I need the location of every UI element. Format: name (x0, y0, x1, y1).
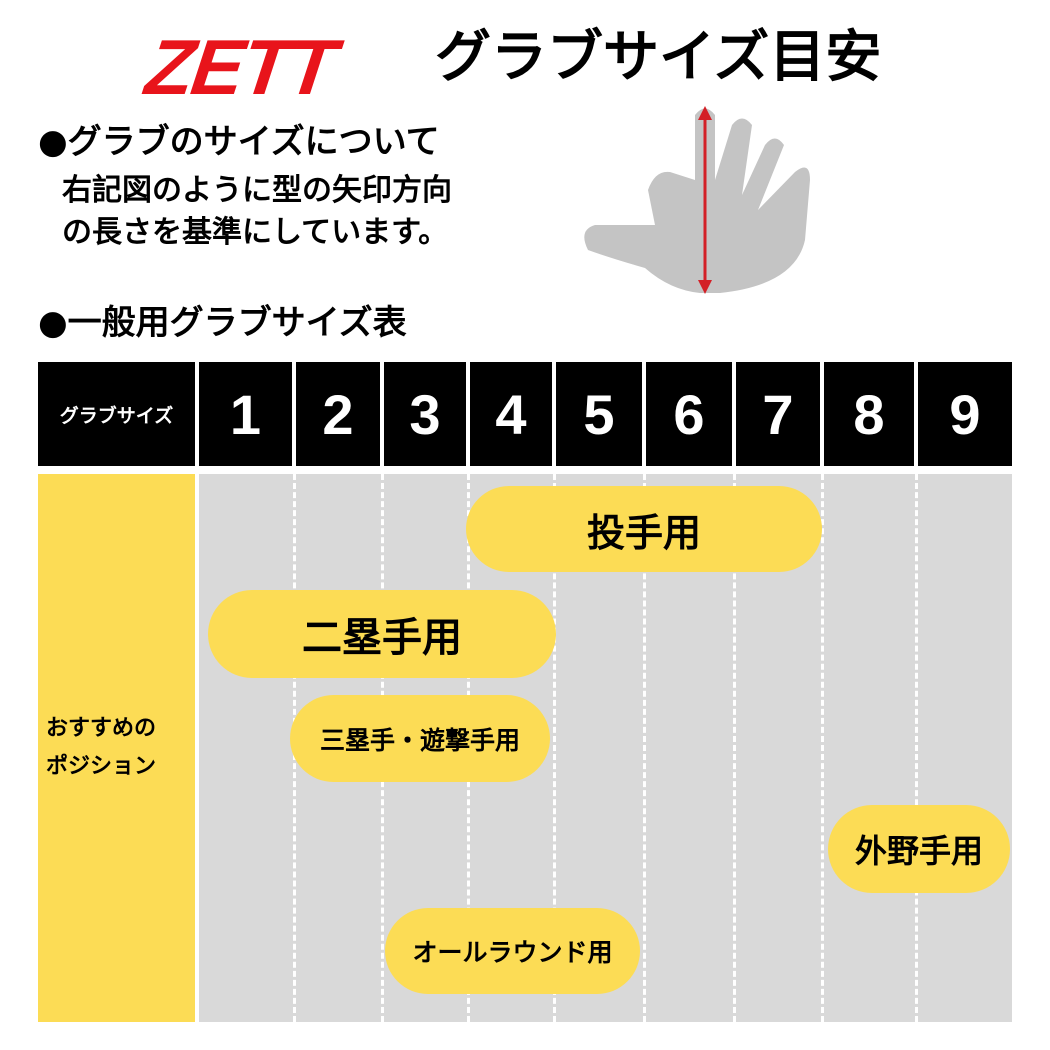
grid-divider (733, 474, 736, 1022)
position-label-line: おすすめの (46, 716, 157, 741)
position-second-base: 二塁手用 (208, 590, 556, 678)
grid-divider (915, 474, 918, 1022)
size-header-6: 6 (646, 362, 732, 466)
description-line: の長さを基準にしています。 (62, 215, 449, 250)
size-header-8: 8 (824, 362, 914, 466)
page-title: グラブサイズ目安 (435, 25, 882, 90)
description-line: 右記図のように型の矢印方向 (62, 173, 452, 208)
position-all-round: オールラウンド用 (385, 908, 640, 994)
size-header-4: 4 (470, 362, 552, 466)
size-header-5: 5 (556, 362, 642, 466)
size-label-cell: グラブサイズ (38, 362, 195, 466)
table-heading: ●一般用グラブサイズ表 (38, 303, 407, 343)
position-outfield: 外野手用 (828, 805, 1010, 893)
grid-divider (553, 474, 556, 1022)
position-third-short: 三塁手・遊撃手用 (290, 695, 550, 782)
about-heading: ●グラブのサイズについて (38, 122, 440, 162)
size-header-9: 9 (918, 362, 1012, 466)
hand-measure-icon (584, 106, 810, 294)
size-header-3: 3 (384, 362, 466, 466)
size-header-2: 2 (296, 362, 380, 466)
size-header-1: 1 (199, 362, 292, 466)
position-label-line: ポジション (46, 754, 157, 779)
zett-logo: ZETT (133, 23, 350, 111)
grid-divider (643, 474, 646, 1022)
about-description: 右記図のように型の矢印方向 の長さを基準にしています。 (62, 170, 452, 254)
position-pitcher: 投手用 (466, 486, 822, 572)
grid-divider (821, 474, 824, 1022)
position-label-cell: おすすめの ポジション (38, 474, 195, 1022)
size-header-7: 7 (736, 362, 820, 466)
